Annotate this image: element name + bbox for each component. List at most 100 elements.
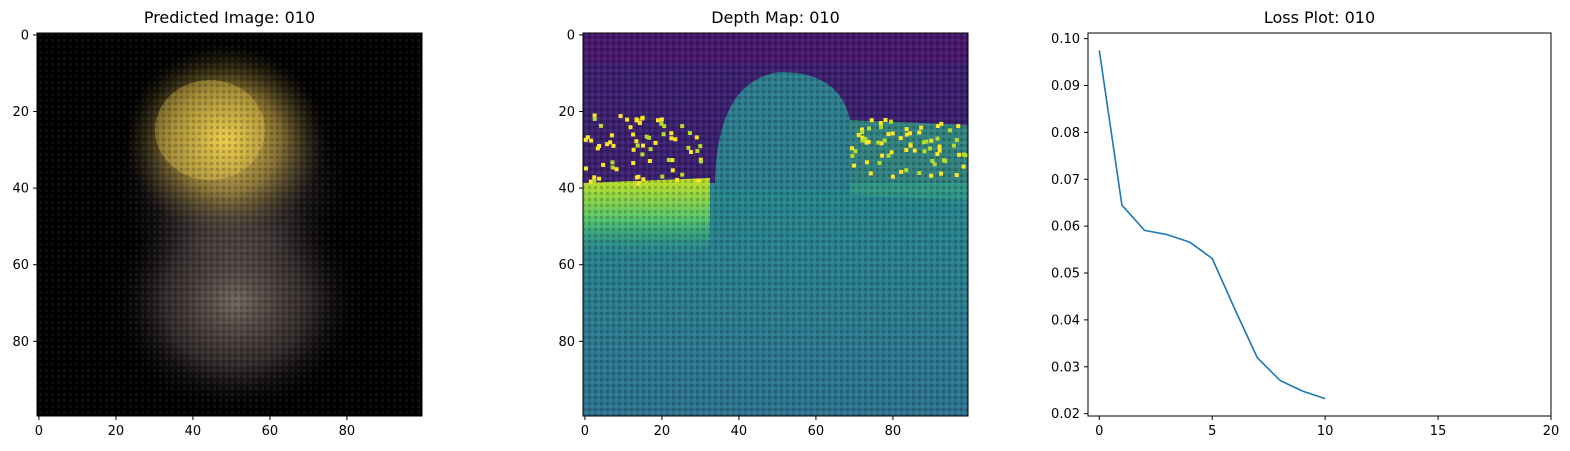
depth-speckle [863,137,868,141]
depth-speckle [636,181,641,186]
depth-speckle [647,159,652,163]
y-tick-label: 20 [558,105,575,120]
depth-speckle [588,179,593,184]
depth-speckle [879,125,883,130]
depth-speckle [962,152,966,157]
depth-speckle [698,159,703,164]
depth-speckles [583,113,968,186]
depth-speckle [592,178,597,183]
depth-speckle [904,132,909,137]
depth-speckle [634,139,639,144]
x-tick-label: 0 [35,424,43,439]
y-tick-label: 0.06 [1051,220,1080,235]
depth-speckle [589,138,594,143]
depth-speckle [860,127,864,132]
depth-map-axes: 0 20 40 60 80 0 20 40 60 80 [558,28,969,439]
depth-speckle [961,164,966,169]
depth-speckle [877,160,882,165]
y-tick-label: 0 [567,28,575,43]
depth-speckle [860,138,865,143]
depth-speckle [878,121,883,125]
depth-speckle [908,131,913,136]
x-tick-label: 0 [1095,424,1103,439]
depth-speckle [869,118,874,123]
depth-speckle [922,140,926,145]
depth-speckle [954,173,959,177]
depth-speckle [662,124,667,129]
depth-map-raster [583,33,968,416]
depth-speckle [882,138,887,143]
depth-map-title: Depth Map: 010 [711,8,840,27]
loss-series [1098,50,1326,400]
loss-plot-title: Loss Plot: 010 [1264,8,1375,27]
depth-speckle [889,119,893,124]
depth-speckle [908,143,913,148]
y-tick-label: 0.02 [1051,407,1080,422]
x-tick-label: 20 [654,424,671,439]
y-tick-label: 80 [558,335,575,350]
depth-speckle [669,136,674,141]
depth-speckle [641,177,646,182]
y-tick-label: 0 [21,28,29,43]
depth-speckle [610,165,615,170]
depth-speckle [853,149,858,154]
depth-speckle [597,144,602,148]
depth-speckle [659,117,664,122]
depth-speckle [611,143,616,148]
depth-speckle [595,146,600,151]
depth-speckle [939,121,944,126]
depth-speckle [866,139,871,144]
depth-speckle [935,152,940,157]
y-tick-label: 40 [12,182,29,197]
depth-speckle [886,132,891,137]
x-tick-label: 80 [339,424,356,439]
depth-speckle [935,124,940,128]
depth-speckle [686,145,691,150]
x-tick-label: 40 [731,424,748,439]
depth-speckle [680,124,685,129]
y-tick-label: 0.05 [1051,267,1080,282]
depth-speckle [583,137,588,142]
depth-speckle [640,152,645,157]
x-tick-label: 0 [581,424,589,439]
depth-speckle [856,132,861,137]
depth-speckle [954,138,959,142]
depth-speckle [876,140,881,145]
depth-speckle [634,175,639,180]
depth-speckle [932,162,937,167]
depth-speckle [904,168,909,173]
depth-speckle [635,143,640,148]
depth-speckle [618,114,623,119]
depth-speckle [614,167,619,172]
depth-map-panel: Depth Map: 010 0 20 40 60 80 0 20 40 60 80 [558,8,969,439]
y-tick-label: 60 [558,258,575,273]
depth-speckle [898,136,903,141]
depth-speckle [929,173,934,178]
axes-frame [1087,32,1552,417]
loss-plot-axes: 0 5 10 15 20 0.02 0.03 0.04 0.05 0.06 0.07 0.08 0.09… [1051,32,1559,439]
depth-speckle [608,140,613,145]
x-tick-label: 80 [885,424,902,439]
y-tick-label: 80 [12,335,29,350]
y-tick-label: 40 [558,182,575,197]
depth-speckle [852,163,856,168]
depth-speckle [641,143,645,148]
depth-speckle [653,140,658,145]
depth-speckle [937,148,942,153]
depth-speckle [889,150,894,155]
depth-speckle [912,148,917,153]
axes-frame [582,32,969,417]
axes-frame [36,32,423,417]
y-tick-label: 0.03 [1051,360,1080,375]
depth-speckle [850,146,854,151]
depth-speckle [886,153,891,158]
depth-speckle [868,171,873,176]
depth-speckle [661,132,666,137]
y-tick-label: 60 [12,258,29,273]
depth-speckle [673,137,678,142]
x-tick-label: 60 [262,424,279,439]
y-tick-label: 0.09 [1051,79,1080,94]
depth-speckle [628,125,633,130]
depth-speckle [644,134,649,139]
